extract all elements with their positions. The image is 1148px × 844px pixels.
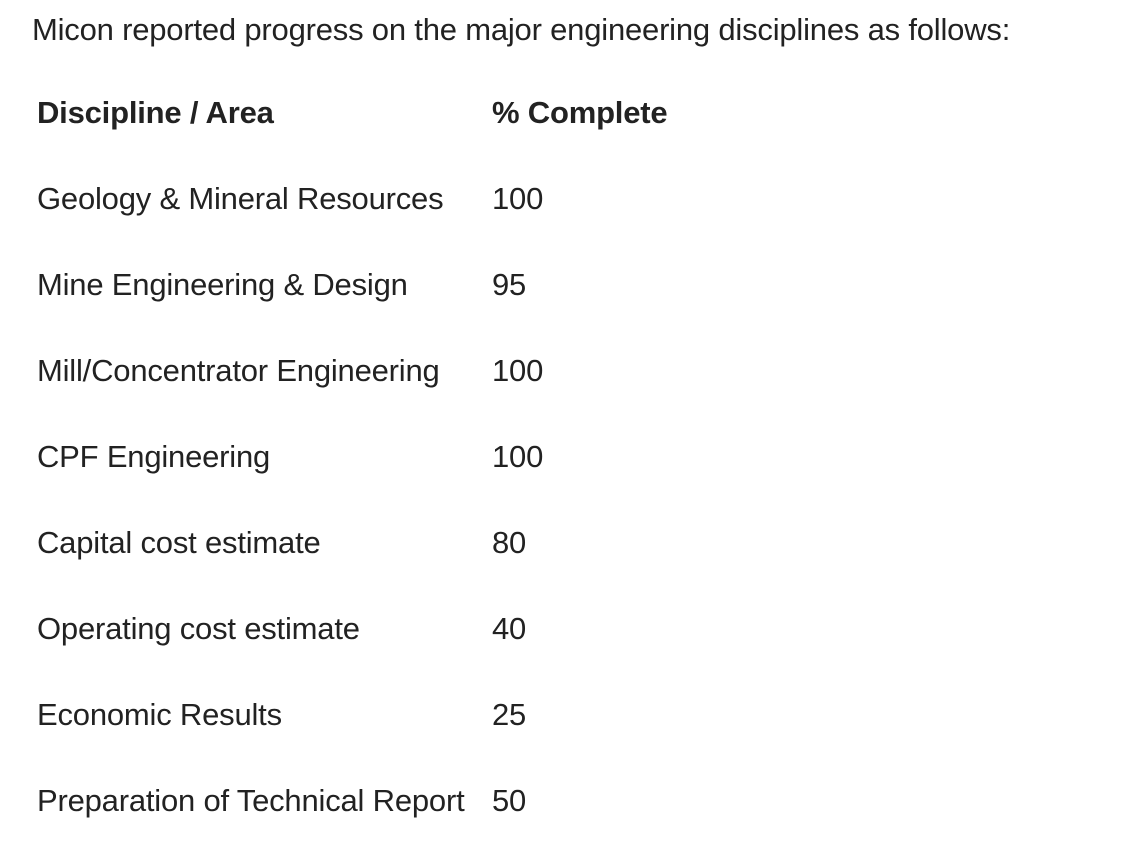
discipline-cell: Mill/Concentrator Engineering [37, 353, 440, 388]
table-row: Preparation of Technical Report 50 [32, 758, 792, 844]
progress-table: Discipline / Area % Complete Geology & M… [32, 70, 792, 844]
percent-cell: 25 [492, 697, 527, 732]
discipline-cell: Preparation of Technical Report [37, 783, 465, 818]
discipline-cell: Capital cost estimate [37, 525, 321, 560]
table-row: Geology & Mineral Resources 100 [32, 156, 792, 242]
table-row: Economic Results 25 [32, 672, 792, 758]
discipline-cell: CPF Engineering [37, 439, 271, 474]
discipline-cell: Operating cost estimate [37, 611, 360, 646]
discipline-cell: Geology & Mineral Resources [37, 181, 444, 216]
table-row: Mill/Concentrator Engineering 100 [32, 328, 792, 414]
discipline-cell: Mine Engineering & Design [37, 267, 408, 302]
table-row: Mine Engineering & Design 95 [32, 242, 792, 328]
discipline-cell: Economic Results [37, 697, 282, 732]
intro-paragraph: Micon reported progress on the major eng… [32, 12, 1011, 47]
percent-cell: 95 [492, 267, 527, 302]
percent-cell: 40 [492, 611, 527, 646]
percent-cell: 100 [492, 353, 544, 388]
table-header-row: Discipline / Area % Complete [32, 70, 792, 156]
table-row: CPF Engineering 100 [32, 414, 792, 500]
table-row: Capital cost estimate 80 [32, 500, 792, 586]
percent-cell: 80 [492, 525, 527, 560]
header-discipline: Discipline / Area [37, 95, 274, 130]
percent-cell: 50 [492, 783, 527, 818]
percent-cell: 100 [492, 439, 544, 474]
table-row: Operating cost estimate 40 [32, 586, 792, 672]
header-percent-complete: % Complete [492, 95, 668, 130]
percent-cell: 100 [492, 181, 544, 216]
